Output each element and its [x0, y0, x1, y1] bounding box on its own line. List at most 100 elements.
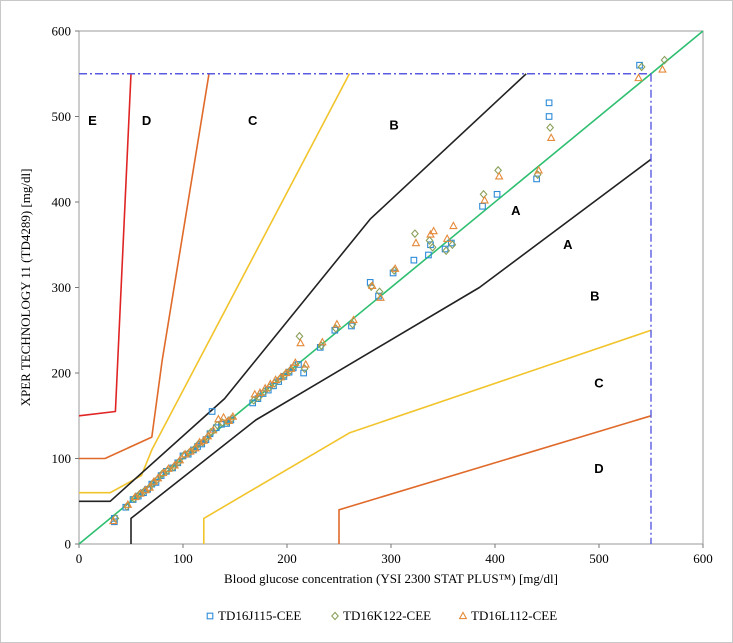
data-point [180, 450, 188, 460]
legend: TD16J115-CEE TD16K122-CEE TD16L112-CEE [206, 608, 557, 623]
data-point [479, 202, 486, 210]
legend-marker [331, 611, 339, 621]
data-point [174, 457, 183, 467]
data-point [153, 473, 163, 482]
data-point [349, 315, 358, 324]
zone-boundary-a-b-lower [130, 158, 652, 544]
data-point [123, 499, 133, 508]
data-point [208, 408, 216, 415]
data-point [164, 464, 173, 472]
data-point [199, 435, 209, 444]
data-point [545, 113, 553, 120]
data-point [163, 466, 172, 475]
data-point [158, 468, 168, 477]
zone-label: A [511, 203, 521, 218]
data-point [410, 256, 418, 264]
data-point [658, 64, 667, 73]
data-point [158, 469, 167, 479]
data-point [275, 374, 284, 384]
data-point [281, 368, 291, 377]
zone-boundary-c-d-lower [338, 415, 652, 544]
data-point [224, 416, 234, 425]
data-point [286, 363, 296, 372]
data-point [442, 246, 451, 256]
data-point [533, 175, 540, 183]
x-tick-label: 400 [485, 551, 505, 566]
legend-marker [458, 611, 468, 620]
data-points [108, 55, 669, 526]
data-point [494, 171, 504, 180]
y-tick-label: 300 [52, 280, 72, 295]
data-point [266, 379, 275, 388]
error-grid-zone-lines [78, 73, 652, 544]
data-point [260, 383, 270, 392]
data-point [122, 501, 131, 511]
data-point [213, 420, 222, 430]
data-point [208, 425, 218, 434]
data-point [546, 123, 555, 133]
data-point [295, 331, 304, 341]
data-point [191, 443, 200, 452]
zone-labels: A A B B C C D D E [88, 113, 604, 476]
data-point [493, 190, 501, 198]
x-axis-title: Blood glucose concentration (YSI 2300 ST… [224, 571, 558, 586]
data-point [332, 319, 342, 328]
data-point [207, 427, 216, 437]
x-tick-label: 200 [277, 551, 297, 566]
legend-label: TD16K122-CEE [343, 608, 431, 623]
data-point [250, 389, 260, 398]
zone-label: C [594, 376, 604, 391]
data-point [170, 460, 180, 469]
data-point [637, 62, 646, 72]
zone-label: B [590, 288, 599, 303]
zone-boundary-b-c-upper [79, 73, 351, 494]
data-point [148, 478, 157, 488]
data-point [249, 399, 257, 407]
x-tick-label: 0 [76, 551, 83, 566]
data-point [660, 55, 669, 65]
data-point [390, 265, 399, 275]
data-point [389, 269, 397, 277]
data-point [175, 455, 185, 464]
y-tick-label: 600 [52, 24, 72, 39]
data-point [634, 73, 643, 82]
data-point [280, 370, 289, 380]
data-point [546, 133, 556, 142]
x-tick-label: 600 [693, 551, 713, 566]
data-point [296, 338, 305, 347]
y-tick-label: 200 [52, 366, 72, 381]
zone-boundary-d-e [78, 73, 132, 417]
zone-label: E [88, 113, 97, 128]
data-point [428, 242, 437, 252]
zone-boundary-a-b-upper [79, 73, 527, 503]
data-point [255, 387, 265, 396]
data-point [410, 229, 419, 239]
data-point [479, 189, 488, 199]
legend-label: TD16J115-CEE [218, 608, 301, 623]
zone-label: D [594, 461, 603, 476]
y-axis-title: XPER TECHNOLOGY 11 (TD4289) [mg/dl] [18, 169, 33, 407]
data-point [448, 240, 457, 250]
identity-line [78, 30, 704, 545]
series-2 [108, 64, 667, 525]
x-tick-label: 500 [589, 551, 609, 566]
zone-label: D [142, 113, 151, 128]
y-tick-label: 0 [65, 537, 72, 552]
zone-boundary-c-d-upper [79, 73, 210, 460]
data-point [494, 165, 503, 175]
data-point [286, 366, 295, 375]
data-point [228, 411, 238, 420]
data-point [449, 221, 458, 230]
reference-lines [78, 30, 704, 545]
data-point [190, 444, 199, 454]
data-point [425, 251, 432, 259]
data-point [429, 226, 438, 235]
data-point [145, 482, 155, 491]
data-point [442, 234, 452, 242]
data-point [390, 263, 400, 272]
data-point [276, 372, 286, 381]
x-tick-label: 100 [173, 551, 193, 566]
data-point [203, 431, 213, 440]
data-point [290, 357, 300, 366]
series-0 [111, 61, 643, 526]
